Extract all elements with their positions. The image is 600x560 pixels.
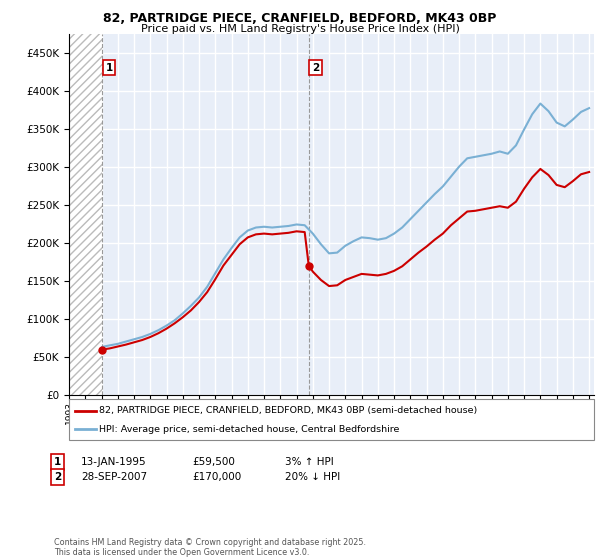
Text: £59,500: £59,500 — [192, 457, 235, 467]
Text: 82, PARTRIDGE PIECE, CRANFIELD, BEDFORD, MK43 0BP: 82, PARTRIDGE PIECE, CRANFIELD, BEDFORD,… — [103, 12, 497, 25]
Text: 2: 2 — [312, 63, 319, 73]
Text: HPI: Average price, semi-detached house, Central Bedfordshire: HPI: Average price, semi-detached house,… — [99, 424, 400, 433]
Text: 28-SEP-2007: 28-SEP-2007 — [81, 472, 147, 482]
Bar — [69, 34, 102, 395]
Text: 13-JAN-1995: 13-JAN-1995 — [81, 457, 146, 467]
Text: 20% ↓ HPI: 20% ↓ HPI — [285, 472, 340, 482]
Text: £170,000: £170,000 — [192, 472, 241, 482]
Text: 3% ↑ HPI: 3% ↑ HPI — [285, 457, 334, 467]
Text: 1: 1 — [54, 457, 61, 467]
Text: 2: 2 — [54, 472, 61, 482]
Text: Contains HM Land Registry data © Crown copyright and database right 2025.
This d: Contains HM Land Registry data © Crown c… — [54, 538, 366, 557]
Text: Price paid vs. HM Land Registry's House Price Index (HPI): Price paid vs. HM Land Registry's House … — [140, 24, 460, 34]
Text: 1: 1 — [106, 63, 113, 73]
Text: 82, PARTRIDGE PIECE, CRANFIELD, BEDFORD, MK43 0BP (semi-detached house): 82, PARTRIDGE PIECE, CRANFIELD, BEDFORD,… — [99, 406, 477, 415]
